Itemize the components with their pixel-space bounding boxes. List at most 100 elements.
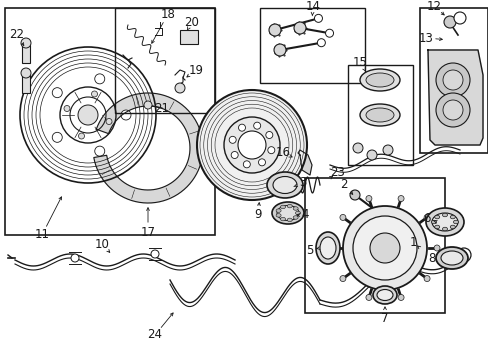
Ellipse shape [452, 220, 458, 224]
Circle shape [197, 90, 306, 200]
Circle shape [267, 147, 274, 154]
Bar [260, 8, 364, 83]
Ellipse shape [434, 215, 439, 219]
Circle shape [224, 117, 280, 173]
Text: 22: 22 [9, 28, 24, 41]
Ellipse shape [359, 104, 399, 126]
Circle shape [21, 68, 31, 78]
Circle shape [238, 124, 245, 131]
Text: 12: 12 [426, 0, 441, 13]
Circle shape [231, 152, 238, 158]
Ellipse shape [365, 73, 393, 87]
Polygon shape [94, 93, 203, 203]
Circle shape [339, 215, 345, 220]
Text: 23: 23 [330, 166, 345, 179]
Ellipse shape [295, 211, 300, 215]
Ellipse shape [293, 216, 298, 219]
Circle shape [121, 110, 131, 120]
Circle shape [268, 24, 281, 36]
Circle shape [78, 105, 98, 125]
Circle shape [253, 122, 260, 129]
Text: 9: 9 [254, 208, 261, 221]
Circle shape [382, 145, 392, 155]
Ellipse shape [365, 108, 393, 122]
Circle shape [366, 150, 376, 160]
Text: 15: 15 [352, 55, 366, 68]
Text: 11: 11 [35, 229, 49, 242]
Circle shape [151, 250, 159, 258]
Text: 5: 5 [305, 243, 313, 256]
Text: 20: 20 [184, 15, 199, 28]
Ellipse shape [286, 218, 292, 222]
Bar [419, 8, 487, 153]
Ellipse shape [272, 176, 296, 194]
Circle shape [21, 38, 31, 48]
Ellipse shape [315, 232, 339, 264]
Bar [180, 30, 198, 44]
Text: 19: 19 [188, 63, 203, 77]
Ellipse shape [276, 206, 298, 220]
Circle shape [265, 131, 272, 139]
Circle shape [369, 233, 399, 263]
Ellipse shape [359, 69, 399, 91]
Circle shape [397, 294, 403, 301]
Circle shape [52, 132, 62, 142]
Ellipse shape [280, 205, 285, 209]
Circle shape [175, 83, 184, 93]
Circle shape [95, 74, 104, 84]
Text: 2: 2 [340, 179, 347, 192]
Circle shape [258, 159, 265, 166]
Circle shape [79, 133, 84, 139]
Text: 13: 13 [418, 31, 432, 45]
Ellipse shape [293, 207, 298, 210]
Circle shape [435, 93, 469, 127]
Ellipse shape [442, 213, 447, 217]
Text: 21: 21 [154, 102, 169, 114]
Circle shape [443, 16, 455, 28]
Circle shape [325, 29, 333, 37]
Bar [305, 178, 444, 313]
Text: 3: 3 [299, 176, 306, 189]
Bar [5, 8, 215, 235]
Bar [115, 8, 215, 113]
Circle shape [423, 215, 429, 220]
Text: 10: 10 [94, 238, 109, 251]
Circle shape [423, 275, 429, 282]
Ellipse shape [286, 204, 292, 208]
Circle shape [71, 254, 79, 262]
Circle shape [435, 63, 469, 97]
Circle shape [342, 206, 426, 290]
Bar [347, 65, 412, 165]
Ellipse shape [434, 225, 439, 229]
Circle shape [442, 100, 462, 120]
Circle shape [365, 195, 371, 202]
Ellipse shape [435, 247, 467, 269]
Ellipse shape [449, 225, 454, 229]
Ellipse shape [372, 286, 396, 304]
Ellipse shape [442, 227, 447, 231]
Polygon shape [297, 150, 311, 175]
Circle shape [64, 105, 70, 112]
Circle shape [329, 245, 335, 251]
Circle shape [339, 275, 345, 282]
Circle shape [317, 39, 325, 47]
Polygon shape [427, 50, 482, 145]
Circle shape [106, 118, 112, 125]
Circle shape [243, 161, 250, 168]
Ellipse shape [319, 237, 335, 259]
Text: 4: 4 [301, 208, 308, 221]
Circle shape [352, 143, 362, 153]
Circle shape [95, 146, 104, 156]
Circle shape [273, 44, 285, 56]
Circle shape [314, 14, 322, 22]
Ellipse shape [430, 220, 436, 224]
Circle shape [365, 294, 371, 301]
Ellipse shape [449, 215, 454, 219]
Circle shape [238, 131, 265, 159]
Circle shape [91, 91, 97, 97]
Ellipse shape [266, 172, 303, 198]
Text: 16: 16 [275, 147, 290, 159]
Bar [22, 45, 30, 63]
Bar [22, 75, 30, 93]
Ellipse shape [431, 213, 457, 231]
